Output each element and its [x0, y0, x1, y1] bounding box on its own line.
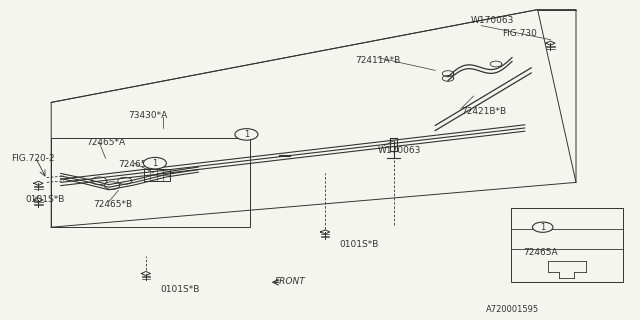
- Text: A720001595: A720001595: [486, 305, 540, 314]
- Text: FIG.720-2: FIG.720-2: [12, 154, 55, 163]
- Text: 1: 1: [244, 130, 249, 139]
- Text: W170063: W170063: [470, 16, 514, 25]
- Bar: [144, 169, 170, 181]
- Text: 72411A*B: 72411A*B: [355, 56, 401, 65]
- Text: 72465*A: 72465*A: [86, 138, 125, 147]
- Text: 0101S*B: 0101S*B: [339, 240, 379, 249]
- Text: 0101S*B: 0101S*B: [160, 285, 200, 294]
- Text: 1: 1: [152, 159, 157, 168]
- Circle shape: [235, 129, 258, 140]
- Text: 72465*C: 72465*C: [118, 160, 157, 169]
- Text: 73430*A: 73430*A: [128, 111, 167, 120]
- Text: 1: 1: [540, 223, 545, 232]
- Text: 72465*B: 72465*B: [93, 200, 132, 209]
- Circle shape: [143, 157, 166, 169]
- Text: W170063: W170063: [378, 146, 421, 155]
- Bar: [51, 138, 250, 227]
- Text: FRONT: FRONT: [275, 277, 306, 286]
- Bar: [511, 208, 623, 282]
- Text: 0101S*B: 0101S*B: [26, 196, 65, 204]
- Text: FIG.730: FIG.730: [502, 29, 537, 38]
- Circle shape: [532, 222, 553, 232]
- Text: 72465A: 72465A: [524, 248, 558, 257]
- Text: 72421B*B: 72421B*B: [461, 108, 506, 116]
